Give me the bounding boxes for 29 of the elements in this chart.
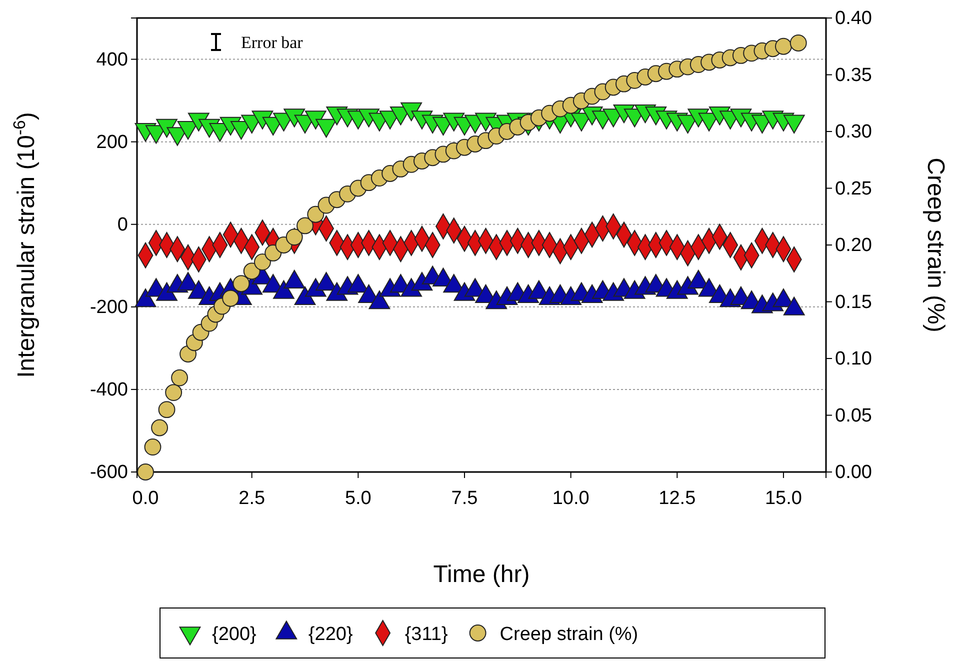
y-tick-label: 0 (117, 214, 128, 236)
x-tick-label: 7.5 (451, 488, 478, 509)
x-tick-label: 5.0 (344, 488, 372, 509)
x-tick-label: 12.5 (658, 488, 696, 509)
y2-tick-label: 0.25 (835, 178, 872, 200)
x-axis-title: Time (hr) (433, 561, 530, 588)
y2-tick-label: 0.10 (835, 348, 872, 370)
legend-label: Creep strain (%) (500, 624, 638, 645)
legend-label: {220} (308, 624, 353, 645)
y-tick-label: 400 (96, 49, 128, 70)
y2-axis-title: Creep strain (%) (922, 158, 949, 332)
x-tick-label: 10.0 (552, 488, 590, 509)
y2-tick-label: 0.40 (835, 8, 872, 30)
legend-label: {200} (212, 624, 256, 645)
x-tick-label: 0.0 (132, 488, 159, 509)
annotation: Error bar (241, 33, 304, 52)
x-tick-label: 2.5 (238, 488, 266, 509)
y2-tick-label: 0.15 (835, 292, 872, 313)
y-tick-label: -600 (90, 462, 128, 484)
y2-tick-label: 0.30 (835, 122, 872, 143)
y2-tick-label: 0.35 (835, 64, 872, 86)
y2-tick-label: 0.20 (835, 235, 872, 256)
x-tick-label: 15.0 (764, 488, 802, 509)
y-tick-label: -200 (90, 296, 128, 318)
y2-tick-label: 0.05 (835, 405, 872, 426)
legend-label: {311} (404, 624, 448, 645)
y-tick-label: 200 (96, 132, 128, 153)
y2-tick-label: 0.00 (835, 462, 872, 484)
y-tick-label: -400 (90, 380, 128, 401)
